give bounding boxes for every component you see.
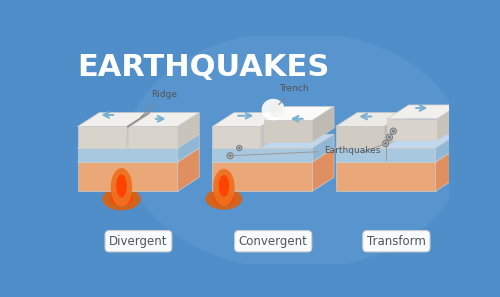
Polygon shape <box>212 127 261 148</box>
Ellipse shape <box>262 99 284 120</box>
Polygon shape <box>336 148 457 162</box>
Ellipse shape <box>213 193 234 205</box>
Circle shape <box>238 147 240 149</box>
Polygon shape <box>212 148 312 162</box>
Circle shape <box>384 142 387 145</box>
Text: Earthquakes: Earthquakes <box>233 146 380 156</box>
Polygon shape <box>78 127 127 148</box>
Ellipse shape <box>270 102 284 117</box>
Text: Divergent: Divergent <box>109 235 168 248</box>
Polygon shape <box>384 113 406 148</box>
Circle shape <box>386 134 392 140</box>
Polygon shape <box>387 119 437 140</box>
Polygon shape <box>178 148 200 191</box>
Polygon shape <box>312 134 334 162</box>
Ellipse shape <box>218 175 230 197</box>
Ellipse shape <box>213 169 234 206</box>
Polygon shape <box>261 113 282 148</box>
Circle shape <box>227 153 233 159</box>
Circle shape <box>390 128 396 134</box>
Text: Trench: Trench <box>279 84 309 105</box>
Polygon shape <box>264 120 312 142</box>
Polygon shape <box>212 148 334 162</box>
Ellipse shape <box>206 188 242 210</box>
Polygon shape <box>212 134 334 148</box>
Polygon shape <box>264 107 334 120</box>
Polygon shape <box>312 148 334 191</box>
Polygon shape <box>178 134 200 162</box>
Polygon shape <box>128 127 178 148</box>
Circle shape <box>236 145 242 151</box>
Polygon shape <box>436 134 457 162</box>
Polygon shape <box>336 162 436 191</box>
Text: Ridge: Ridge <box>140 90 177 118</box>
Polygon shape <box>312 107 334 142</box>
Text: Transform: Transform <box>367 235 426 248</box>
Polygon shape <box>178 113 200 148</box>
Polygon shape <box>437 105 459 140</box>
Ellipse shape <box>110 168 132 207</box>
Polygon shape <box>336 134 457 148</box>
Polygon shape <box>78 148 200 162</box>
Polygon shape <box>212 113 282 127</box>
Polygon shape <box>336 127 384 148</box>
Polygon shape <box>212 162 312 191</box>
Polygon shape <box>78 148 178 162</box>
Ellipse shape <box>102 187 141 211</box>
Polygon shape <box>127 113 148 148</box>
Circle shape <box>388 136 391 139</box>
Polygon shape <box>78 162 178 191</box>
Text: EARTHQUAKES: EARTHQUAKES <box>78 53 330 82</box>
Text: Convergent: Convergent <box>239 235 308 248</box>
Polygon shape <box>128 113 200 127</box>
Polygon shape <box>387 105 459 119</box>
Polygon shape <box>336 113 406 127</box>
Ellipse shape <box>110 192 133 206</box>
Polygon shape <box>336 148 436 162</box>
Ellipse shape <box>126 31 464 270</box>
Ellipse shape <box>116 174 127 197</box>
Polygon shape <box>78 113 148 127</box>
Circle shape <box>228 154 232 157</box>
Circle shape <box>392 130 394 132</box>
Polygon shape <box>78 134 200 148</box>
Polygon shape <box>436 148 457 191</box>
Circle shape <box>382 140 388 146</box>
